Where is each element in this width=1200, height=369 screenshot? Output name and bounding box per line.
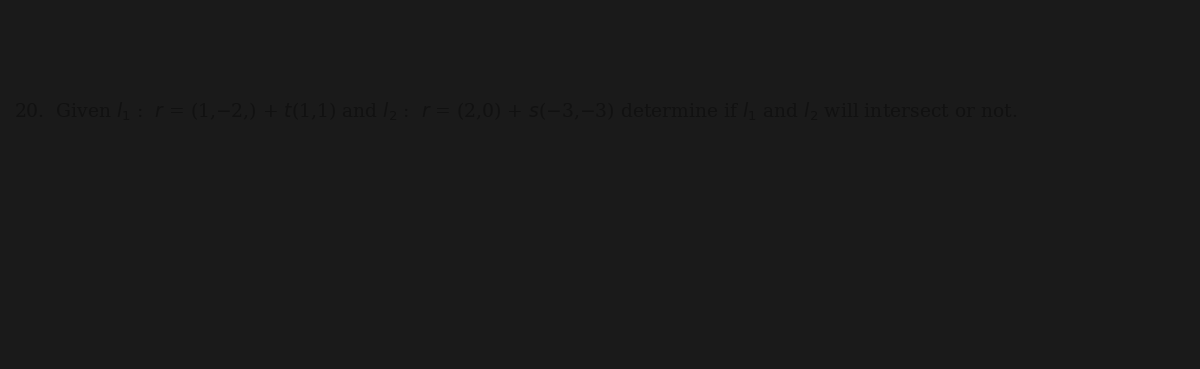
- Text: 20.  Given $l_1$ :  $r$ = (1,−2,) + $t$(1,1) and $l_2$ :  $r$ = (2,0) + $s$(−3,−: 20. Given $l_1$ : $r$ = (1,−2,) + $t$(1,…: [14, 100, 1018, 123]
